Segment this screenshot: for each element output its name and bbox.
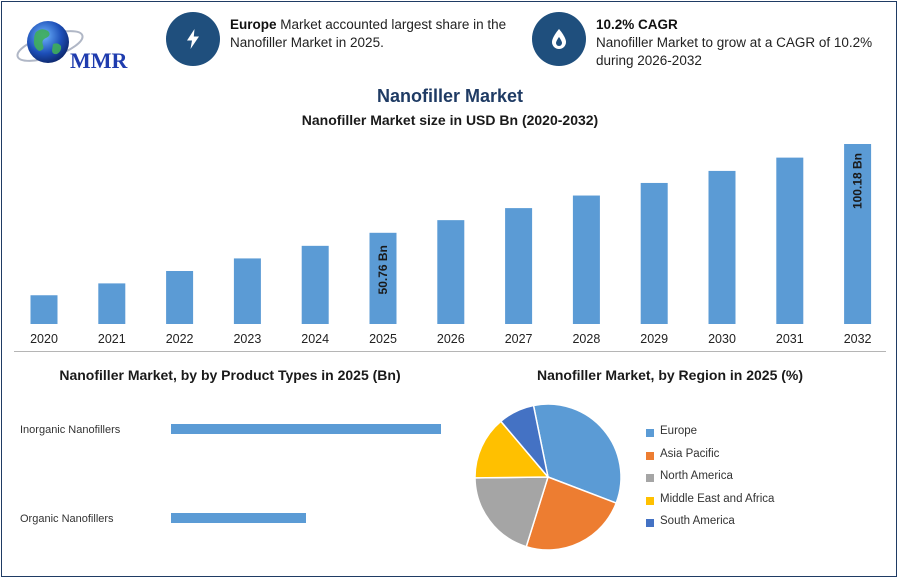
market-size-bar-chart: 2020 2021 2022 2023 2024 2025 50.76 Bn 2026 2027…	[30, 144, 872, 346]
bar-2020	[30, 295, 58, 324]
flame-drop-icon	[532, 12, 586, 66]
chart-subtitle: Nanofiller Market size in USD Bn (2020-2…	[301, 112, 599, 128]
data-label-2032: 100.18 Bn	[851, 153, 865, 209]
legend-swatch	[646, 451, 654, 460]
legend-swatch	[646, 429, 654, 437]
product-type-chart-title: Nanofiller Market, by by Product Types i…	[59, 367, 401, 383]
x-tick-label: 2031	[776, 332, 804, 346]
europe-share-text: Europe Market accounted largest share in…	[230, 16, 530, 52]
data-label-2025: 50.76 Bn	[376, 245, 390, 294]
legend-swatch	[646, 474, 654, 482]
x-tick-label: 2025	[369, 332, 397, 346]
legend-label: Middle East and Africa	[660, 492, 775, 505]
x-tick-label: 2032	[844, 332, 872, 346]
product-type-bar-chart: Inorganic Nanofillers Organic Nanofillers	[20, 424, 441, 525]
x-tick-label: 2027	[505, 332, 533, 346]
pie-slice-south-america	[499, 404, 549, 478]
x-tick-label: 2026	[437, 332, 465, 346]
legend-label: Asia Pacific	[660, 447, 720, 460]
legend-label: North America	[660, 470, 733, 482]
legend-swatch	[646, 496, 654, 505]
svg-text:MMR: MMR	[70, 48, 129, 73]
pie-slice-north-america	[474, 476, 550, 548]
bar-2031	[776, 157, 804, 324]
hbar-inorganic-nanofillers	[171, 424, 441, 434]
category-label: Inorganic Nanofillers	[20, 424, 121, 436]
bar-2021	[98, 283, 126, 324]
bar-2022	[166, 270, 194, 324]
europe-description: Market accounted largest share in the Na…	[230, 17, 507, 50]
bar-2027	[505, 208, 533, 324]
lightning-icon	[166, 12, 220, 66]
x-tick-label: 2023	[233, 332, 261, 346]
region-pie-chart	[474, 403, 622, 551]
x-tick-label: 2022	[166, 332, 194, 346]
bar-2028	[572, 195, 600, 324]
x-tick-label: 2020	[30, 332, 58, 346]
bar-2026	[437, 220, 465, 324]
legend-label: Europe	[660, 425, 698, 437]
section-divider	[14, 351, 886, 352]
bar-2030	[708, 170, 736, 324]
x-tick-label: 2029	[640, 332, 668, 346]
cagr-highlight: 10.2% CAGR	[596, 17, 678, 32]
bar-2023	[233, 258, 261, 324]
bar-2032	[844, 144, 872, 324]
cagr-text: 10.2% CAGR Nanofiller Market to grow at …	[596, 16, 896, 70]
bar-2025	[369, 232, 397, 324]
x-tick-label: 2021	[98, 332, 126, 346]
pie-slice-middle-east-and-africa	[474, 420, 550, 479]
bar-2024	[301, 245, 329, 324]
legend-label: South America	[660, 515, 735, 527]
hbar-organic-nanofillers	[171, 513, 306, 523]
mmr-logo: MMR	[16, 14, 140, 76]
chart-title: Nanofiller Market	[376, 86, 524, 106]
bar-2029	[640, 182, 668, 324]
legend-swatch	[646, 519, 654, 527]
pie-slice-europe	[532, 403, 622, 505]
x-tick-label: 2024	[301, 332, 329, 346]
europe-highlight: Europe	[230, 17, 277, 32]
region-chart-title: Nanofiller Market, by Region in 2025 (%)	[536, 367, 804, 383]
cagr-description: Nanofiller Market to grow at a CAGR of 1…	[596, 35, 873, 68]
category-label: Organic Nanofillers	[20, 513, 114, 525]
x-tick-label: 2030	[708, 332, 736, 346]
pie-slice-asia-pacific	[525, 476, 618, 551]
x-tick-label: 2028	[572, 332, 600, 346]
